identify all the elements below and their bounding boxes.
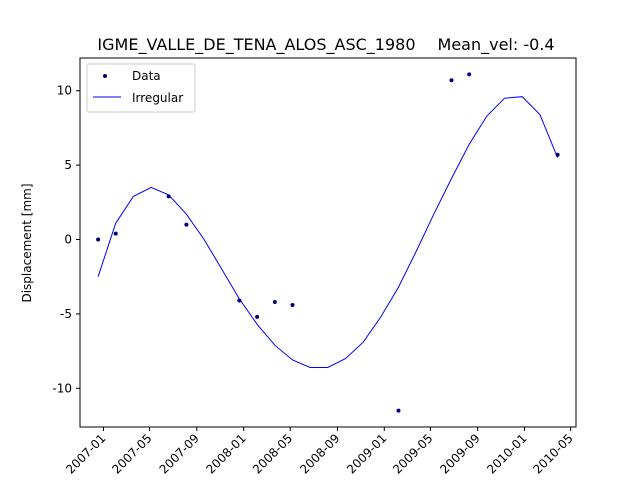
data-point — [96, 237, 101, 242]
series-line-irregular — [97, 96, 559, 368]
plot-frame — [79, 57, 577, 428]
legend: Data Irregular — [86, 63, 196, 113]
y-tick-label: -5 — [60, 307, 72, 321]
data-point — [449, 78, 454, 83]
data-point — [113, 231, 118, 236]
y-axis-label: Displacement [mm] — [20, 183, 34, 302]
data-point — [237, 298, 242, 303]
data-point — [184, 222, 189, 227]
data-point — [166, 194, 171, 199]
y-tick-label: -10 — [52, 381, 72, 395]
data-point — [467, 72, 472, 77]
chart-title: IGME_VALLE_DE_TENA_ALOS_ASC_1980 Mean_vel… — [97, 35, 554, 55]
legend-label-irregular: Irregular — [132, 91, 183, 105]
legend-label-data: Data — [132, 69, 161, 83]
legend-box — [86, 63, 196, 113]
data-point — [290, 303, 295, 307]
legend-marker-data — [103, 74, 107, 78]
data-point — [255, 314, 260, 319]
data-point — [396, 408, 401, 413]
y-tick-label: 5 — [64, 158, 72, 172]
y-tick-label: 10 — [57, 84, 72, 98]
data-point — [272, 300, 277, 304]
y-tick-label: 0 — [64, 233, 72, 247]
data-point — [555, 152, 560, 157]
